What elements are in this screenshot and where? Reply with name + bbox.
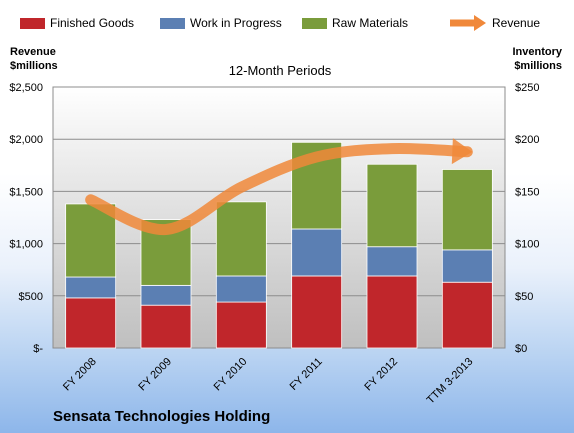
legend-swatch: [302, 18, 327, 29]
bar-raw-materials: [441, 169, 493, 251]
legend-arrowhead: [474, 15, 486, 31]
legend-swatch: [160, 18, 185, 29]
bar-finished-goods: [215, 301, 267, 349]
left-tick-label: $1,500: [9, 186, 43, 198]
x-tick-label: FY 2008: [61, 356, 99, 394]
legend-swatch: [20, 18, 45, 29]
left-axis-title-line2: $millions: [10, 60, 58, 72]
left-tick-label: $2,000: [9, 134, 43, 146]
legend-label: Finished Goods: [50, 16, 134, 30]
left-tick-label: $2,500: [9, 82, 43, 94]
legend: Finished Goods Work in Progress Raw Materi…: [20, 15, 540, 31]
left-tick-label: $500: [19, 291, 43, 303]
bar-work-in-progress: [291, 228, 343, 277]
bars: [65, 141, 493, 349]
right-axis-title-line2: $millions: [514, 60, 562, 72]
bar-work-in-progress: [140, 284, 192, 306]
left-tick-label: $1,000: [9, 239, 43, 251]
chart-subtitle: 12-Month Periods: [229, 63, 332, 78]
bar-raw-materials: [65, 203, 117, 278]
right-tick-label: $200: [515, 134, 539, 146]
x-tick-label: FY 2010: [212, 356, 250, 394]
bar-finished-goods: [366, 275, 418, 349]
legend-label: Work in Progress: [190, 16, 282, 30]
right-tick-label: $50: [515, 291, 533, 303]
bar-work-in-progress: [65, 276, 117, 299]
company-name: Sensata Technologies Holding: [53, 408, 270, 425]
left-tick-label: $-: [33, 343, 43, 355]
right-tick-label: $100: [515, 239, 539, 251]
x-tick-label: TTM 3-2013: [425, 356, 476, 407]
revenue-arrowhead: [451, 138, 473, 165]
bar-work-in-progress: [366, 246, 418, 277]
x-tick-label: FY 2012: [362, 356, 400, 394]
right-tick-label: $0: [515, 343, 527, 355]
revenue-line: [85, 138, 473, 236]
right-axis-title-line1: Inventory: [512, 46, 562, 58]
gridlines: [53, 86, 505, 349]
bar-finished-goods: [140, 304, 192, 349]
bar-work-in-progress: [441, 249, 493, 283]
bar-finished-goods: [291, 275, 343, 349]
legend-label: Raw Materials: [332, 16, 408, 30]
bar-raw-materials: [215, 201, 267, 277]
right-tick-label: $150: [515, 186, 539, 198]
left-axis-title-line1: Revenue: [10, 46, 56, 58]
bar-finished-goods: [65, 297, 117, 349]
right-tick-label: $250: [515, 82, 539, 94]
revenue-line-path: [85, 142, 473, 236]
legend-label: Revenue: [492, 16, 540, 30]
bar-finished-goods: [441, 281, 493, 349]
bar-work-in-progress: [215, 275, 267, 303]
bar-raw-materials: [366, 163, 418, 248]
x-tick-label: FY 2011: [288, 356, 325, 393]
x-tick-label: FY 2009: [136, 356, 174, 394]
